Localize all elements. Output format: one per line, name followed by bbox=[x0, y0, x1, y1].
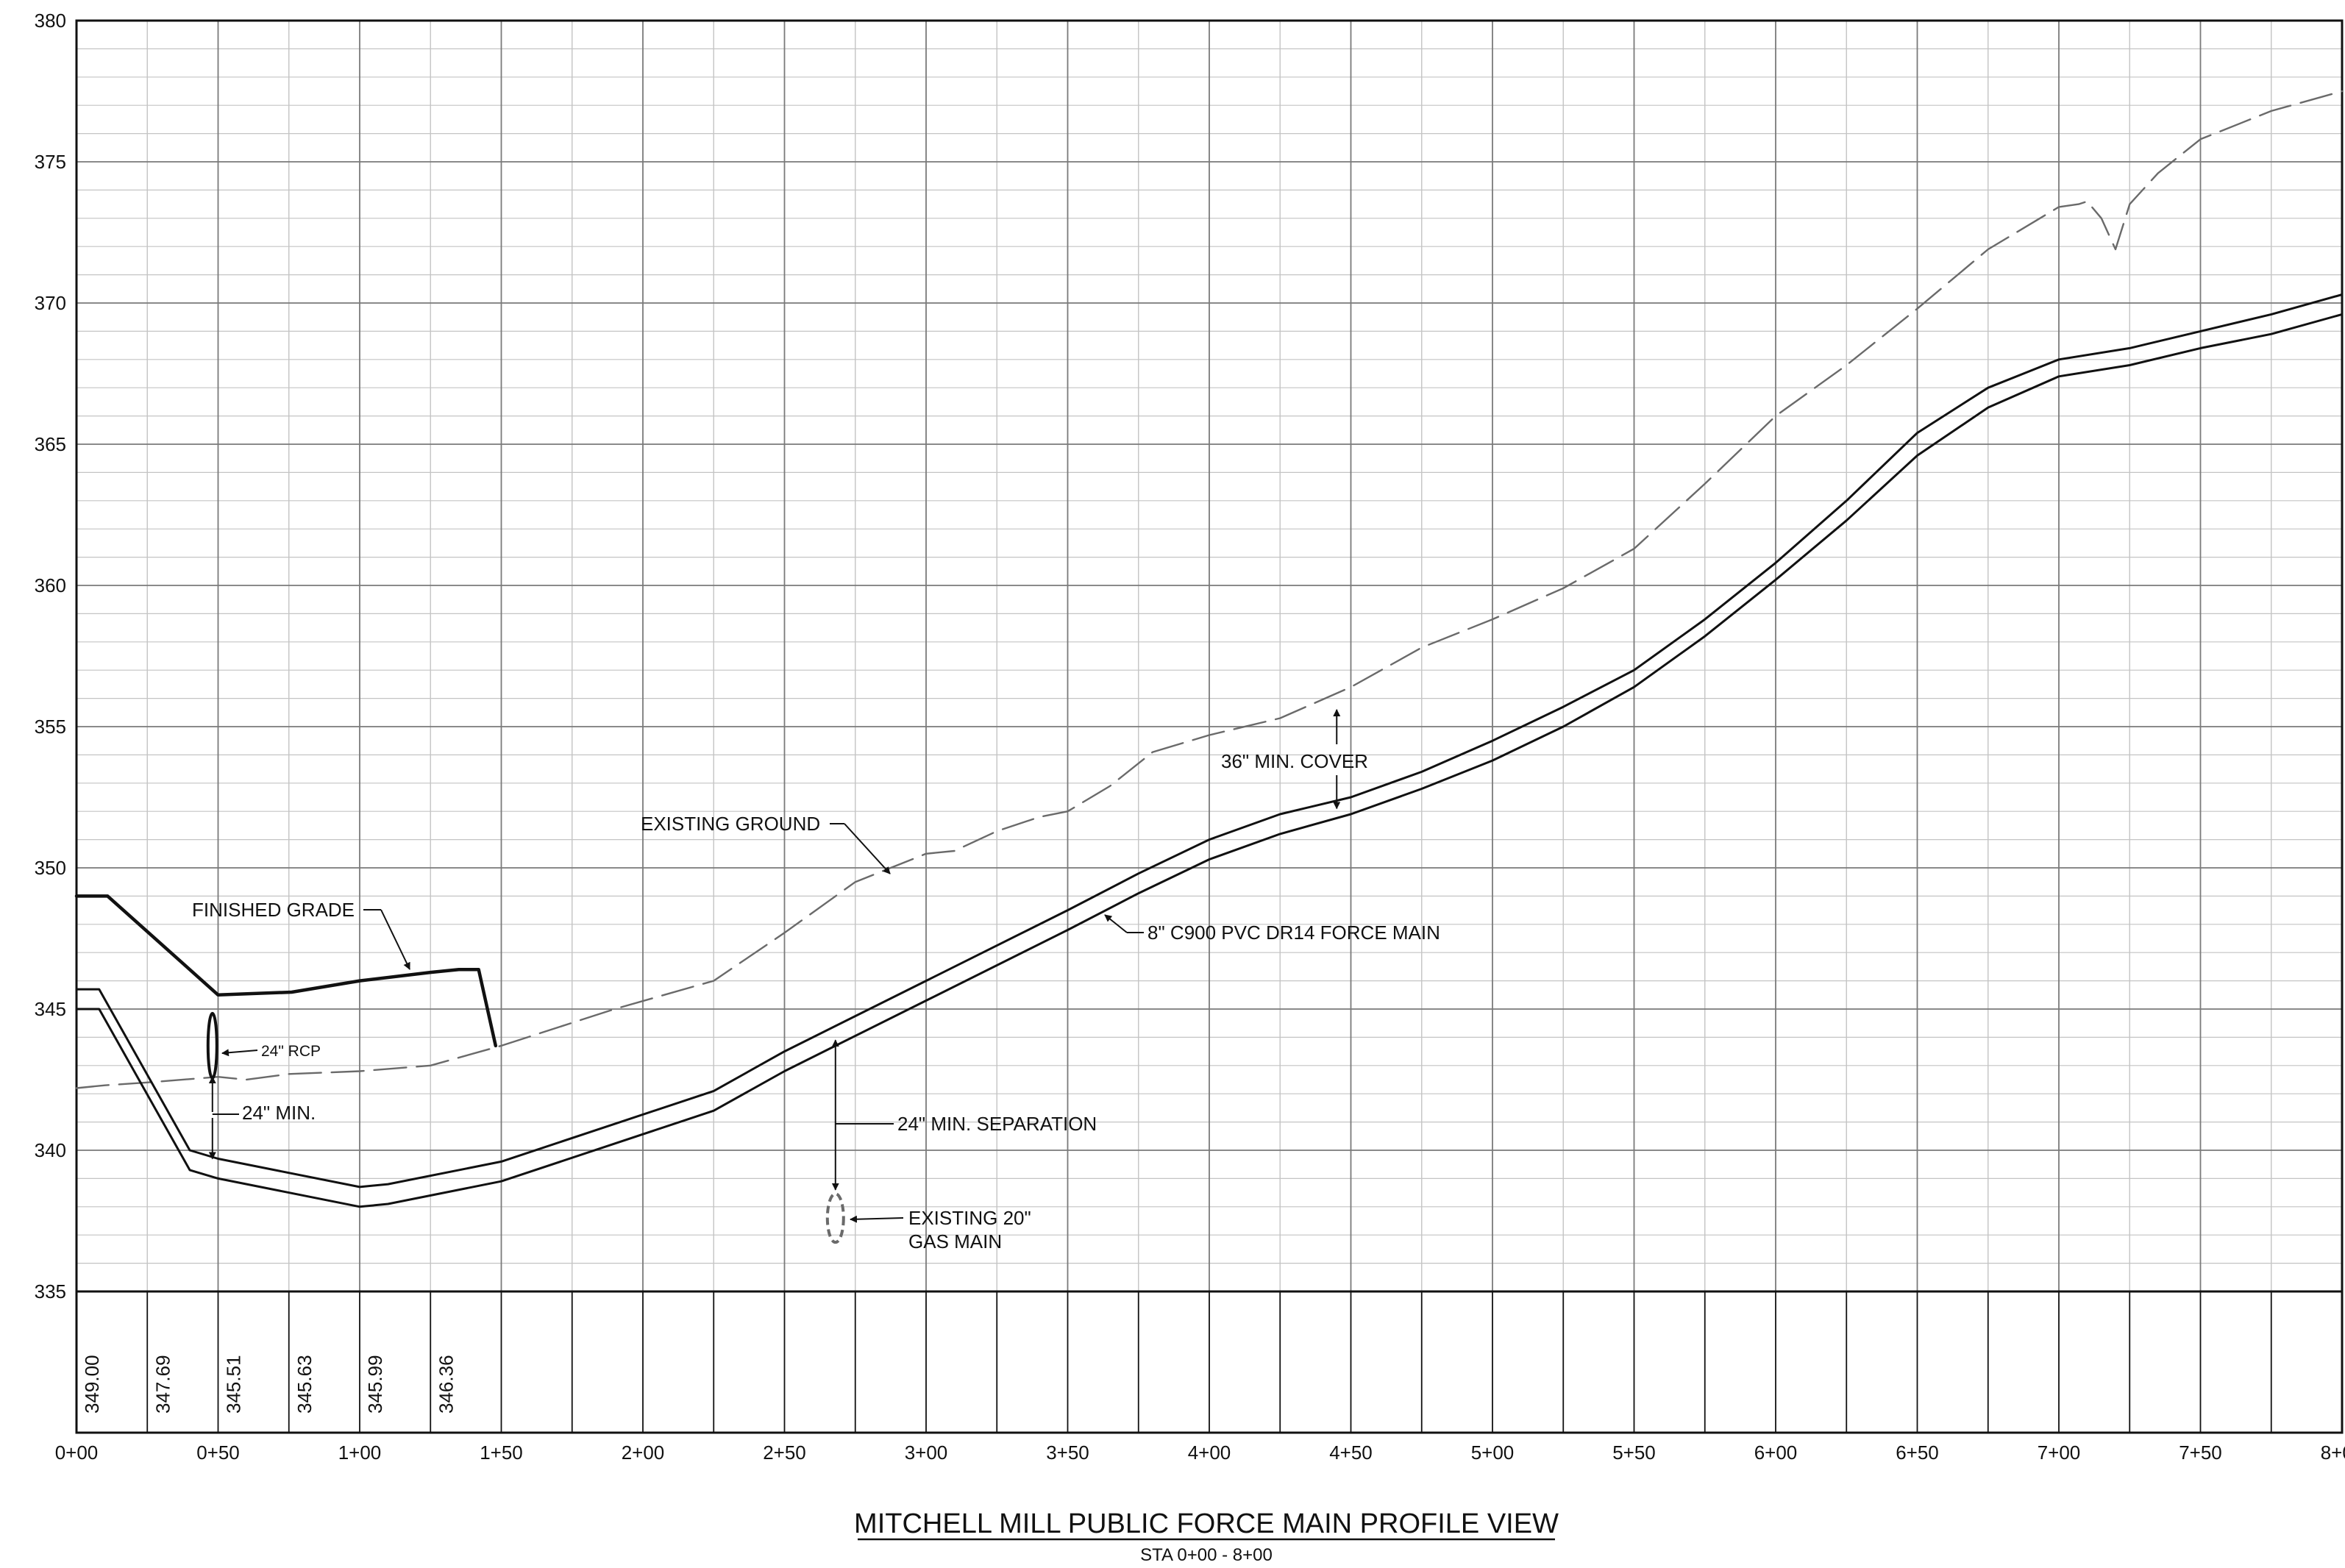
elevation-label: 345.99 bbox=[364, 1355, 386, 1414]
x-tick-label: 5+00 bbox=[1471, 1442, 1515, 1464]
y-tick-label: 335 bbox=[35, 1280, 66, 1302]
y-tick-label: 365 bbox=[35, 433, 66, 455]
x-tick-label: 7+00 bbox=[2038, 1442, 2081, 1464]
rcp-label: 24" RCP bbox=[261, 1043, 321, 1060]
elevation-label: 345.51 bbox=[223, 1355, 245, 1414]
x-tick-label: 8+00 bbox=[2321, 1442, 2345, 1464]
gas-main-label-line1: EXISTING 20" bbox=[908, 1207, 1031, 1229]
force-main-top-line bbox=[75, 293, 2344, 1189]
elevation-band bbox=[76, 1290, 2343, 1433]
y-tick-label: 355 bbox=[35, 716, 66, 738]
finished-grade-label: FINISHED GRADE bbox=[192, 899, 355, 921]
x-tick-label: 3+00 bbox=[905, 1442, 948, 1464]
x-tick-label: 5+50 bbox=[1612, 1442, 1656, 1464]
annotation-leaders bbox=[208, 708, 1341, 1223]
existing-ground-label: EXISTING GROUND bbox=[641, 813, 820, 835]
rcp-leader bbox=[221, 1049, 258, 1057]
y-axis-ticks: 380 375 370 365 360 355 350 345 340 335 bbox=[35, 10, 66, 1302]
elevation-label: 346.36 bbox=[435, 1355, 457, 1414]
force-main-label: 8" C900 PVC DR14 FORCE MAIN bbox=[1147, 922, 1440, 944]
x-tick-label: 7+50 bbox=[2179, 1442, 2222, 1464]
y-tick-label: 350 bbox=[35, 857, 66, 879]
finished-grade-leader bbox=[380, 909, 410, 970]
x-axis-ticks: 0+00 0+50 1+00 1+50 2+00 2+50 3+00 3+50 4+00 4+50… bbox=[55, 1442, 2345, 1464]
drawing-title: MITCHELL MILL PUBLIC FORCE MAIN PROFILE … bbox=[854, 1508, 1559, 1539]
x-tick-label: 4+00 bbox=[1188, 1442, 1231, 1464]
elevation-labels: 349.00 347.69 345.51 345.63 345.99 346.36 bbox=[81, 1355, 457, 1414]
min-cover-label: 36" MIN. COVER bbox=[1221, 750, 1368, 772]
y-tick-label: 340 bbox=[35, 1139, 66, 1161]
x-tick-label: 3+50 bbox=[1046, 1442, 1089, 1464]
y-tick-label: 370 bbox=[35, 292, 66, 314]
rcp-crossing bbox=[206, 1011, 218, 1080]
min-24-label: 24" MIN. bbox=[242, 1102, 316, 1124]
y-tick-label: 345 bbox=[35, 998, 66, 1020]
elevation-label: 347.69 bbox=[152, 1355, 174, 1414]
major-grid bbox=[76, 20, 2343, 1292]
y-tick-label: 380 bbox=[35, 10, 66, 32]
gas-main-label-line2: GAS MAIN bbox=[908, 1230, 1002, 1252]
x-tick-label: 1+00 bbox=[338, 1442, 382, 1464]
x-tick-label: 4+50 bbox=[1329, 1442, 1373, 1464]
force-main-leader bbox=[1104, 914, 1128, 933]
y-tick-label: 375 bbox=[35, 151, 66, 173]
gas-main-crossing bbox=[825, 1192, 845, 1244]
drawing-subtitle: STA 0+00 - 8+00 bbox=[1140, 1545, 1273, 1565]
gas-main-leader bbox=[850, 1215, 904, 1223]
existing-ground-line bbox=[75, 90, 2344, 1089]
x-tick-label: 6+00 bbox=[1754, 1442, 1798, 1464]
existing-ground-leader bbox=[844, 823, 891, 874]
force-main-bottom-line bbox=[75, 313, 2344, 1208]
y-tick-label: 360 bbox=[35, 574, 66, 596]
x-tick-label: 2+00 bbox=[622, 1442, 665, 1464]
finished-grade-line bbox=[74, 894, 498, 1048]
x-tick-label: 1+50 bbox=[480, 1442, 523, 1464]
elevation-label: 345.63 bbox=[293, 1355, 316, 1414]
profile-series bbox=[74, 90, 2344, 1208]
x-tick-label: 6+50 bbox=[1896, 1442, 1939, 1464]
x-tick-label: 0+00 bbox=[55, 1442, 99, 1464]
x-tick-label: 0+50 bbox=[196, 1442, 240, 1464]
elevation-label: 349.00 bbox=[81, 1355, 103, 1414]
min-separation-label: 24" MIN. SEPARATION bbox=[897, 1113, 1097, 1135]
x-tick-label: 2+50 bbox=[763, 1442, 806, 1464]
